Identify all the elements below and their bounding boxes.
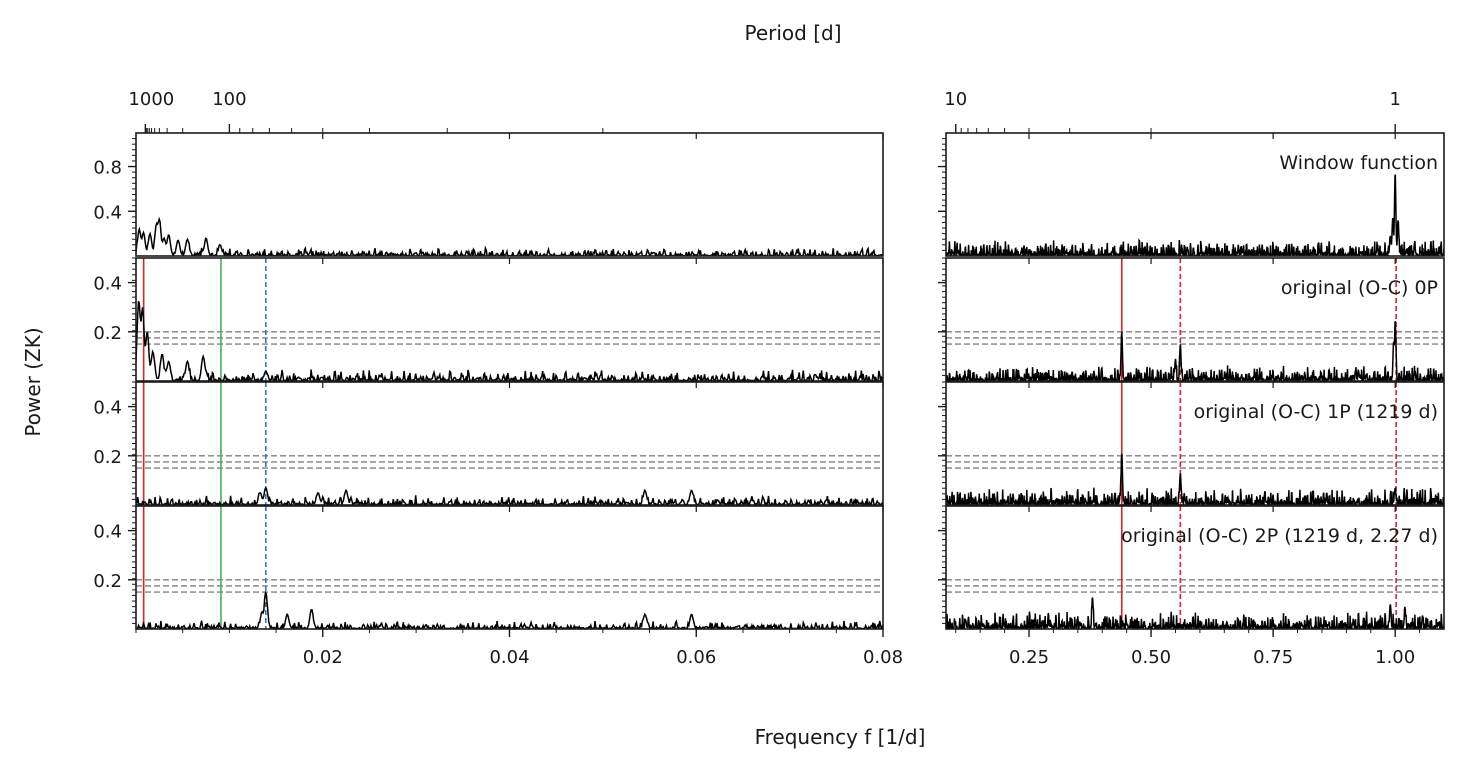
panel-frame (135, 132, 884, 257)
y-tick-label: 0.4 (93, 202, 122, 223)
panel-label: Window function (1279, 152, 1438, 174)
y-tick-label: 0.8 (93, 158, 122, 179)
panel-label: original (O-C) 2P (1219 d, 2.27 d) (1121, 525, 1438, 547)
panel-right-2: original (O-C) 1P (1219 d) (938, 381, 1445, 506)
y-tick-label: 0.4 (93, 522, 122, 543)
periodogram-curve (946, 174, 1444, 256)
periodogram-curve (136, 300, 883, 381)
panel-frame (135, 257, 884, 382)
periodogram-curve (946, 453, 1444, 505)
y-tick-label: 0.2 (93, 323, 122, 344)
period-axis-label: Period [d] (744, 21, 841, 45)
y-tick-label: 0.4 (93, 274, 122, 295)
panel-label: original (O-C) 1P (1219 d) (1194, 401, 1438, 423)
panel-left-3: 0.2 0.4 0.02 0.04 0.06 0.08 (93, 505, 903, 668)
x-tick-label: 0.06 (676, 647, 716, 668)
panels: 0.4 0.8 1000 100 10 1 Window function 0.2 0.4 ori… (93, 89, 1445, 668)
panel-right-0: 10 1 Window function (938, 89, 1445, 257)
periodogram-curve (136, 590, 883, 629)
y-tick-label: 0.4 (93, 398, 122, 419)
panel-right-3: 0.25 0.50 0.75 1.00 original (O-C) 2P (1219 … (938, 505, 1445, 668)
y-tick-label: 0.2 (93, 571, 122, 592)
panel-left-0: 0.4 0.8 1000 100 (93, 89, 884, 257)
x-tick-label: 0.08 (863, 647, 903, 668)
x-tick-label: 0.02 (303, 647, 343, 668)
period-tick-label: 1000 (128, 89, 174, 110)
power-axis-label: Power (ZK) (21, 327, 45, 436)
periodogram-curve (946, 321, 1444, 381)
periodogram-curve (946, 597, 1444, 629)
panel-left-1: 0.2 0.4 (93, 257, 884, 382)
periodogram-curve (136, 486, 883, 505)
x-tick-label: 0.25 (1009, 647, 1049, 668)
y-tick-label: 0.2 (93, 447, 122, 468)
panel-left-2: 0.2 0.4 (93, 381, 884, 506)
panel-frame (135, 505, 884, 630)
x-tick-label: 0.50 (1131, 647, 1171, 668)
panel-label: original (O-C) 0P (1281, 277, 1438, 299)
x-tick-label: 1.00 (1375, 647, 1415, 668)
period-tick-label: 1 (1389, 89, 1400, 110)
panel-frame (135, 381, 884, 506)
period-tick-label: 10 (944, 89, 967, 110)
panel-right-1: original (O-C) 0P (938, 257, 1445, 382)
x-tick-label: 0.04 (489, 647, 529, 668)
periodogram-curve (136, 216, 883, 256)
x-tick-label: 0.75 (1253, 647, 1293, 668)
frequency-axis-label: Frequency f [1/d] (755, 725, 926, 749)
period-tick-label: 100 (212, 89, 246, 110)
